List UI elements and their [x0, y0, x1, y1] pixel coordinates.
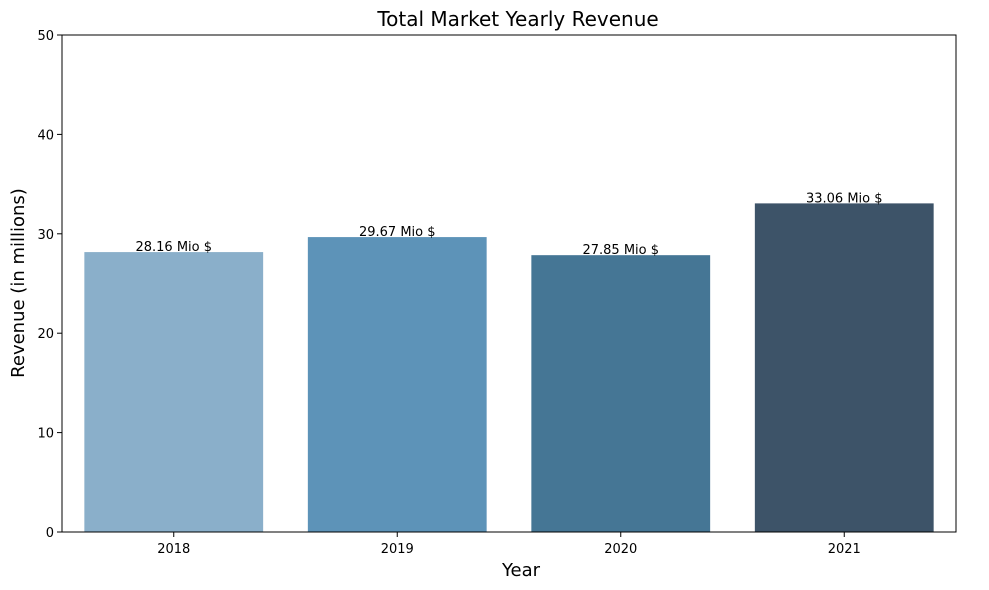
chart-title: Total Market Yearly Revenue — [376, 7, 658, 31]
plot-frame — [61, 34, 957, 533]
y-tick-label-10: 10 — [37, 427, 54, 442]
x-tick-label-2018: 2018 — [157, 542, 190, 557]
bar-2018 — [84, 252, 264, 532]
data-label-2020: 27.85 Mio $ — [582, 243, 659, 258]
y-tick-label-30: 30 — [37, 228, 54, 243]
y-axis: 0 10 20 30 40 50 — [37, 29, 62, 541]
bar-2021 — [754, 203, 934, 532]
bars-group — [84, 203, 934, 532]
data-label-2019: 29.67 Mio $ — [359, 225, 436, 240]
y-axis-label: Revenue (in millions) — [8, 188, 29, 378]
x-tick-label-2020: 2020 — [604, 542, 637, 557]
y-tick-label-40: 40 — [37, 128, 54, 143]
data-label-2018: 28.16 Mio $ — [135, 240, 212, 255]
bar-2020 — [531, 255, 711, 532]
x-tick-label-2021: 2021 — [828, 542, 861, 557]
y-tick-label-50: 50 — [37, 29, 54, 44]
x-tick-label-2019: 2019 — [381, 542, 414, 557]
data-labels-group: 28.16 Mio $ 29.67 Mio $ 27.85 Mio $ 33.06 M… — [135, 191, 882, 258]
data-label-2021: 33.06 Mio $ — [806, 191, 883, 206]
y-tick-label-20: 20 — [37, 327, 54, 342]
y-tick-label-0: 0 — [46, 526, 54, 541]
x-axis-label: Year — [501, 560, 541, 581]
bar-2019 — [307, 237, 487, 532]
x-axis: 2018 2019 2020 2021 — [157, 532, 861, 557]
